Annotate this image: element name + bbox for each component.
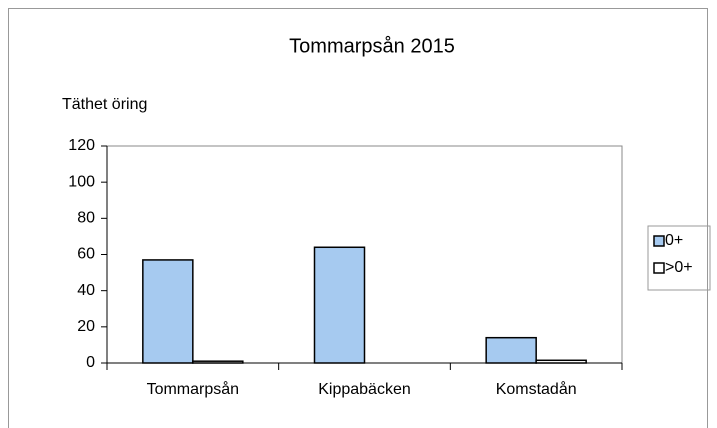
y-tick-label: 20 bbox=[77, 318, 95, 335]
bar bbox=[192, 360, 244, 364]
y-tick-label: 120 bbox=[68, 137, 95, 154]
legend-label: >0+ bbox=[665, 259, 693, 276]
legend-box bbox=[647, 225, 711, 291]
legend-swatch bbox=[653, 235, 665, 247]
y-axis-label: Täthet öring bbox=[62, 96, 147, 113]
y-tick-label: 40 bbox=[77, 282, 95, 299]
legend-label: 0+ bbox=[665, 232, 683, 249]
bar bbox=[535, 359, 587, 364]
bar bbox=[485, 336, 537, 364]
x-tick-label: Komstadån bbox=[496, 380, 577, 398]
x-tick-label: Tommarpsån bbox=[147, 380, 239, 398]
bar bbox=[313, 246, 366, 364]
x-tick-label: Kippabäcken bbox=[318, 381, 411, 398]
y-tick-label: 60 bbox=[77, 246, 95, 263]
y-tick-label: 100 bbox=[68, 173, 95, 190]
chart-frame bbox=[8, 8, 708, 428]
chart-title: Tommarpsån 2015 bbox=[289, 35, 455, 57]
y-tick-label: 0 bbox=[86, 354, 95, 371]
bar bbox=[142, 259, 194, 364]
legend-swatch bbox=[653, 262, 665, 274]
y-tick-label: 80 bbox=[77, 210, 95, 227]
